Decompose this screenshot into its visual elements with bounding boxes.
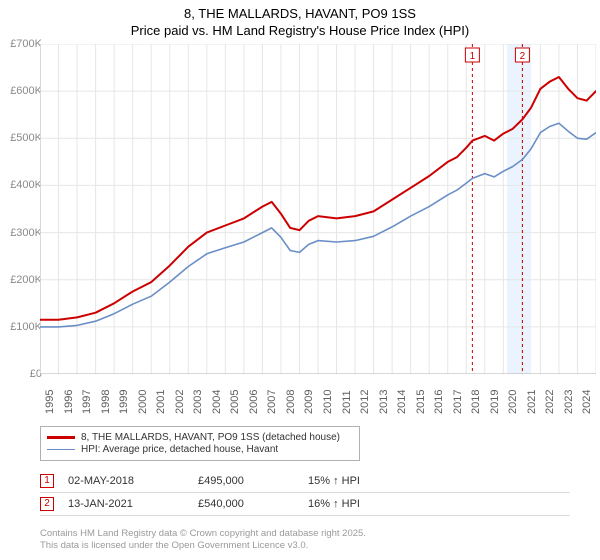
x-tick-label: 2012 — [359, 390, 371, 414]
marker-hpi-delta: 16% ↑ HPI — [308, 498, 408, 510]
x-tick-label: 2015 — [415, 390, 427, 414]
marker-row: 2 13-JAN-2021£540,00016% ↑ HPI — [40, 493, 570, 516]
x-tick-label: 1998 — [100, 390, 112, 414]
legend-label: HPI: Average price, detached house, Hava… — [81, 444, 278, 455]
chart-title: 8, THE MALLARDS, HAVANT, PO9 1SS Price p… — [0, 0, 600, 42]
chart-plot-area: 12 — [40, 44, 596, 374]
marker-price: £495,000 — [198, 475, 308, 487]
x-tick-label: 2019 — [489, 390, 501, 414]
x-tick-label: 2011 — [341, 390, 353, 414]
x-tick-label: 2006 — [248, 390, 260, 414]
legend-label: 8, THE MALLARDS, HAVANT, PO9 1SS (detach… — [81, 432, 340, 443]
marker-id-box: 2 — [40, 497, 54, 511]
svg-text:1: 1 — [470, 51, 476, 62]
y-tick-label: £500K — [0, 132, 42, 144]
y-tick-label: £400K — [0, 179, 42, 191]
legend-item: HPI: Average price, detached house, Hava… — [47, 444, 353, 455]
legend-item: 8, THE MALLARDS, HAVANT, PO9 1SS (detach… — [47, 432, 353, 443]
marker-date: 02-MAY-2018 — [68, 475, 198, 487]
x-tick-label: 2016 — [433, 390, 445, 414]
marker-hpi-delta: 15% ↑ HPI — [308, 475, 408, 487]
x-tick-label: 2017 — [452, 390, 464, 414]
legend-swatch — [47, 449, 75, 451]
x-tick-label: 2009 — [303, 390, 315, 414]
x-tick-label: 2021 — [526, 390, 538, 414]
marker-price: £540,000 — [198, 498, 308, 510]
x-tick-label: 2023 — [563, 390, 575, 414]
y-tick-label: £300K — [0, 227, 42, 239]
marker-id-box: 1 — [40, 474, 54, 488]
x-tick-label: 2013 — [378, 390, 390, 414]
attribution: Contains HM Land Registry data © Crown c… — [40, 528, 366, 552]
x-tick-label: 2002 — [174, 390, 186, 414]
y-tick-label: £200K — [0, 274, 42, 286]
x-tick-label: 2000 — [137, 390, 149, 414]
x-tick-label: 2007 — [266, 390, 278, 414]
x-tick-label: 1996 — [63, 390, 75, 414]
title-subtitle: Price paid vs. HM Land Registry's House … — [0, 23, 600, 38]
x-tick-label: 2004 — [211, 390, 223, 414]
x-tick-label: 2008 — [285, 390, 297, 414]
markers-table: 1 02-MAY-2018£495,00015% ↑ HPI 2 13-JAN-202… — [40, 470, 570, 516]
x-tick-label: 2001 — [155, 390, 167, 414]
y-tick-label: £600K — [0, 85, 42, 97]
attribution-line1: Contains HM Land Registry data © Crown c… — [40, 528, 366, 540]
y-tick-label: £700K — [0, 38, 42, 50]
x-tick-label: 2022 — [544, 390, 556, 414]
chart-container: 8, THE MALLARDS, HAVANT, PO9 1SS Price p… — [0, 0, 600, 560]
x-tick-label: 2018 — [470, 390, 482, 414]
x-tick-label: 2003 — [192, 390, 204, 414]
x-tick-label: 1997 — [81, 390, 93, 414]
x-axis-labels: 1995 1996 1997 1998 1999 2000 2001 2002 2003 2004… — [40, 376, 596, 426]
legend-swatch — [47, 436, 75, 439]
x-tick-label: 1999 — [118, 390, 130, 414]
x-tick-label: 2014 — [396, 390, 408, 414]
y-tick-label: £0 — [0, 368, 42, 380]
attribution-line2: This data is licensed under the Open Gov… — [40, 540, 366, 552]
x-tick-label: 2020 — [507, 390, 519, 414]
marker-date: 13-JAN-2021 — [68, 498, 198, 510]
svg-text:2: 2 — [520, 51, 526, 62]
marker-row: 1 02-MAY-2018£495,00015% ↑ HPI — [40, 470, 570, 493]
x-tick-label: 1995 — [44, 390, 56, 414]
title-address: 8, THE MALLARDS, HAVANT, PO9 1SS — [0, 6, 600, 21]
chart-svg: 12 — [40, 44, 596, 374]
y-tick-label: £100K — [0, 321, 42, 333]
x-tick-label: 2024 — [581, 390, 593, 414]
x-tick-label: 2010 — [322, 390, 334, 414]
x-tick-label: 2005 — [229, 390, 241, 414]
legend: 8, THE MALLARDS, HAVANT, PO9 1SS (detach… — [40, 426, 360, 461]
